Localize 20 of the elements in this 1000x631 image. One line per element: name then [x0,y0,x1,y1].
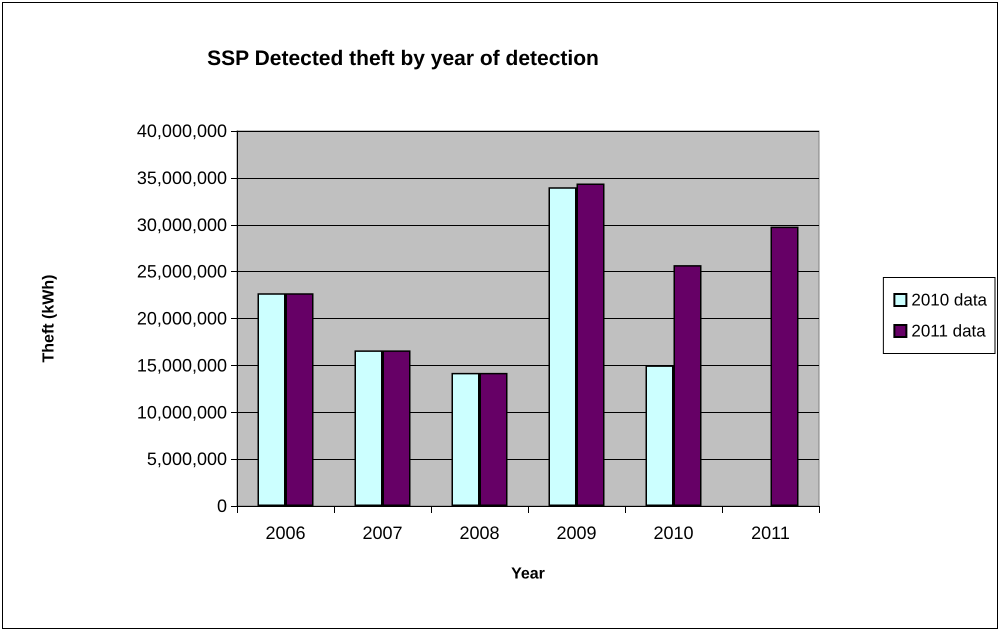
x-tick-label: 2007 [362,523,403,543]
x-tick-label: 2008 [459,523,500,543]
chart-title: SSP Detected theft by year of detection [207,47,599,70]
x-tick-label: 2006 [265,523,306,543]
y-tick-label: 25,000,000 [136,262,227,282]
legend-label: 2010 data [911,290,988,310]
y-axis-title: Theft (kWh) [40,274,58,362]
x-tick-label: 2011 [751,523,790,543]
y-tick-label: 5,000,000 [146,449,227,470]
y-tick-label: 40,000,000 [136,121,227,141]
y-tick-label: 10,000,000 [136,402,227,422]
x-axis-title: Year [511,566,545,582]
y-tick-label: 35,000,000 [136,168,227,188]
y-tick-label: 0 [216,496,227,516]
y-tick-label: 30,000,000 [136,214,227,235]
y-tick-label: 20,000,000 [136,308,227,328]
x-tick-label: 2009 [556,523,597,543]
y-tick-label: 15,000,000 [136,355,227,376]
legend-label: 2011 data [911,322,986,340]
x-tick-label: 2010 [653,523,694,543]
